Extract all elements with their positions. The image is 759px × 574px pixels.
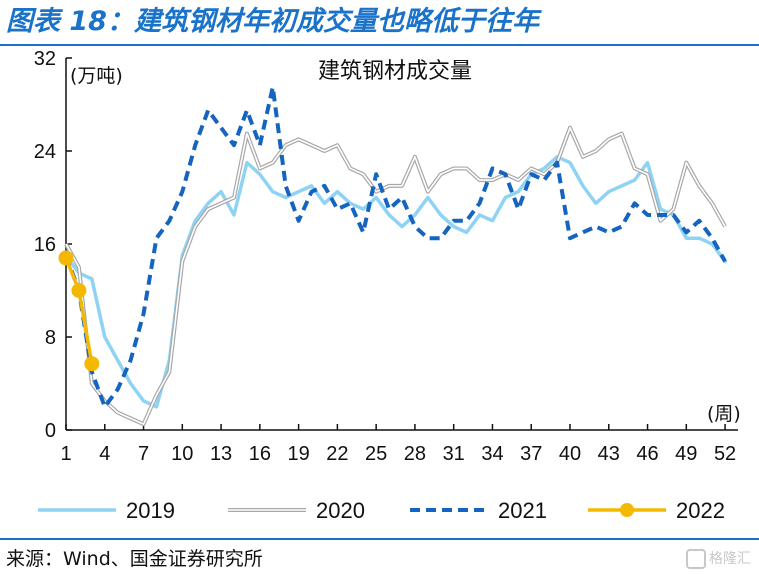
series-line-2019 — [64, 155, 727, 409]
x-tick-label: 31 — [443, 443, 465, 465]
chart-title: 建筑钢材成交量 — [318, 59, 472, 84]
y-tick-label: 0 — [45, 420, 56, 442]
legend-item-2019: 2019 — [38, 498, 175, 523]
series-line-2020-inner — [65, 126, 726, 425]
line-chart: 0 8 16 24 32 1 4 7 10 13 16 19 22 25 28 31 34 37 40 43 46 49 5… — [34, 48, 741, 523]
x-tick-label: 40 — [559, 443, 581, 465]
legend-label: 2020 — [316, 498, 365, 523]
x-tick-label: 13 — [210, 443, 232, 465]
x-tick-label: 1 — [60, 443, 71, 465]
x-tick-label: 4 — [99, 443, 110, 465]
series-point-2022 — [71, 283, 87, 298]
y-tick-label: 32 — [34, 48, 56, 70]
x-tick-label: 43 — [598, 443, 620, 465]
y-tick-label: 16 — [34, 234, 56, 256]
chart-axes: 0 8 16 24 32 1 4 7 10 13 16 19 22 25 28 31 34 37 40 43 46 49 5… — [34, 48, 738, 465]
legend-label: 2019 — [126, 498, 175, 523]
legend-marker-2022 — [620, 503, 634, 517]
y-tick-label: 8 — [45, 327, 56, 349]
chart-series — [58, 85, 727, 427]
x-tick-label: 49 — [675, 443, 697, 465]
x-tick-label: 37 — [520, 443, 542, 465]
x-tick-label: 25 — [365, 443, 387, 465]
x-tick-label: 7 — [138, 443, 149, 465]
x-tick-label: 22 — [326, 443, 348, 465]
series-line-2021 — [64, 85, 727, 409]
x-tick-label: 19 — [287, 443, 309, 465]
figure-title: 图表 18：建筑钢材年初成交量也略低于往年 — [6, 6, 539, 37]
legend-item-2022: 2022 — [588, 498, 725, 523]
legend-item-2020: 2020 — [228, 498, 365, 523]
title-divider — [0, 44, 759, 46]
watermark: 格隆汇 — [686, 548, 751, 569]
series-point-2022 — [58, 250, 74, 266]
legend-label: 2021 — [498, 498, 547, 523]
source-note: 来源：Wind、国金证券研究所 — [6, 548, 263, 570]
y-axis-unit-label: (万吨) — [70, 65, 123, 87]
x-tick-label: 34 — [481, 443, 503, 465]
legend-label: 2022 — [676, 498, 725, 523]
series-point-2022 — [84, 356, 100, 372]
x-tick-label: 16 — [249, 443, 271, 465]
x-axis-unit-label: (周) — [707, 403, 741, 425]
y-tick-label: 24 — [34, 141, 56, 163]
watermark-text: 格隆汇 — [709, 551, 751, 567]
x-tick-label: 10 — [171, 443, 193, 465]
chart-legend: 2019 2020 2021 2022 — [38, 498, 725, 523]
x-tick-label: 46 — [636, 443, 658, 465]
legend-item-2021: 2021 — [410, 498, 547, 523]
x-tick-label: 52 — [714, 443, 736, 465]
x-tick-label: 28 — [404, 443, 426, 465]
watermark-logo-icon — [686, 549, 706, 569]
footer-divider — [0, 538, 759, 540]
